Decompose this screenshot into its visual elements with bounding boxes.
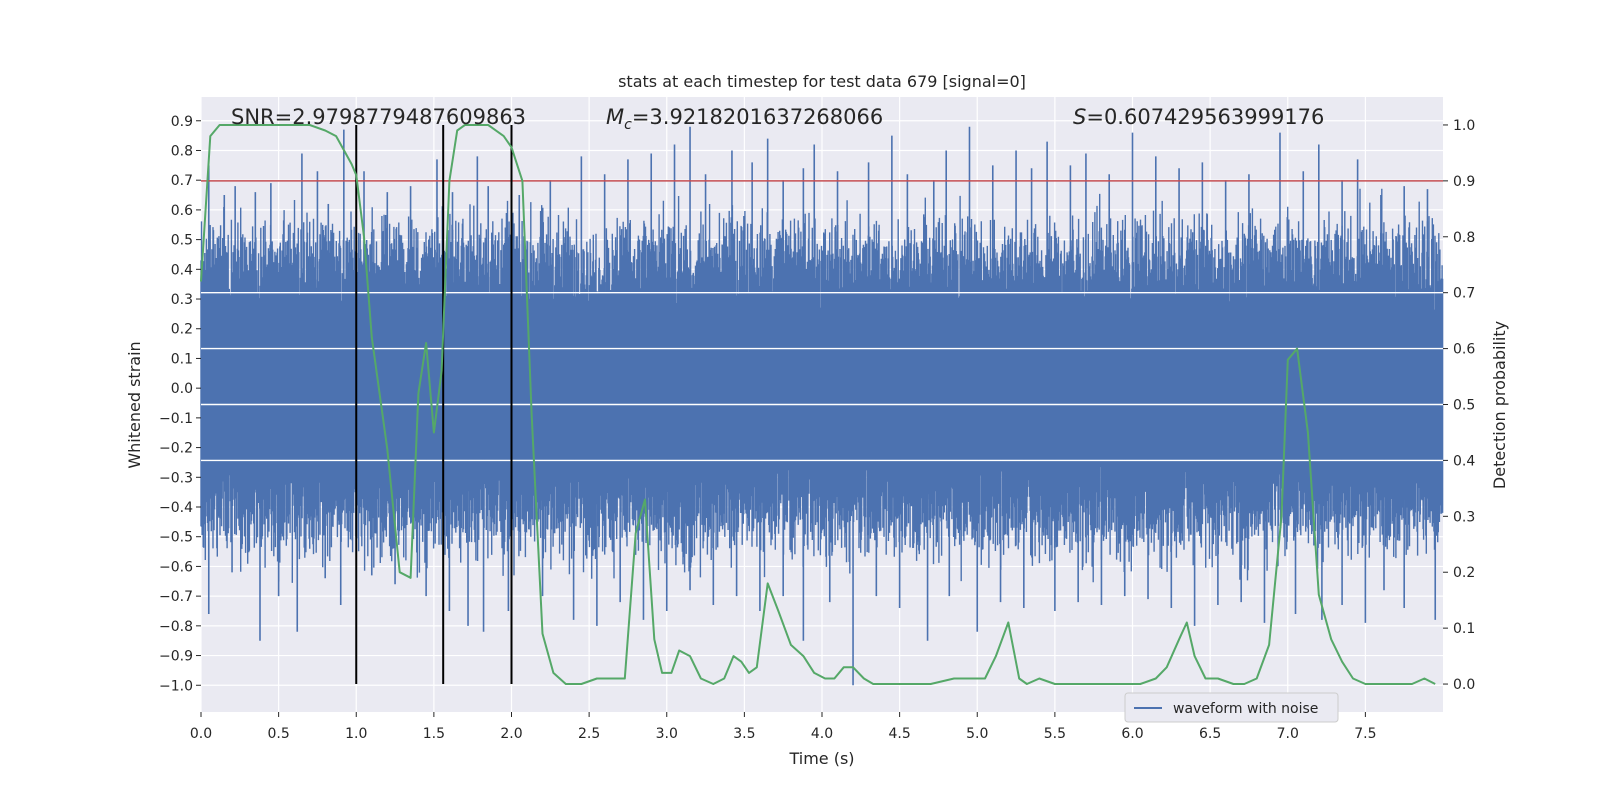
- y-right-tick-label: 0.4: [1453, 453, 1475, 469]
- snr-stat: SNR=2.9798779487609863: [231, 105, 526, 129]
- x-tick-label: 0.5: [267, 726, 289, 742]
- x-tick-label: 7.0: [1277, 726, 1299, 742]
- axis-ticks: 0.0 0.5 1.0 1.5 2.0 2.5 3.0 3.5 4.0 4.5 5.0 5.5 6.0 6…: [159, 114, 1475, 742]
- s-prefix: S: [1073, 105, 1086, 129]
- y-right-tick-label: 0.5: [1453, 398, 1475, 414]
- right-axis-grid: [201, 291, 1443, 462]
- x-tick-label: 1.0: [345, 726, 367, 742]
- y-left-tick-label: 0.0: [171, 381, 193, 397]
- y-left-tick-label: −0.7: [159, 589, 193, 605]
- y-left-tick-label: 0.5: [171, 233, 193, 249]
- y-right-tick-label: 0.7: [1453, 286, 1475, 302]
- y-left-tick-label: 0.3: [171, 292, 193, 308]
- probability-series-line: [200, 124, 1436, 685]
- chart-title: stats at each timestep for test data 679…: [618, 72, 1026, 91]
- y-axis-label-left: Whitened strain: [125, 341, 144, 468]
- y-left-tick-label: −0.1: [159, 411, 193, 427]
- mc-sub: c: [624, 117, 632, 133]
- y-right-tick-label: 0.1: [1453, 621, 1475, 637]
- x-tick-label: 4.0: [811, 726, 833, 742]
- s-value: =0.607429563999176: [1086, 105, 1324, 129]
- y-right-tick-label: 0.9: [1453, 174, 1475, 190]
- y-right-tick-label: 0.0: [1453, 677, 1475, 693]
- y-left-tick-label: −0.5: [159, 530, 193, 546]
- y-right-tick-label: 1.0: [1453, 118, 1475, 134]
- vertical-markers: [355, 124, 513, 685]
- x-tick-label: 7.5: [1354, 726, 1376, 742]
- x-tick-label: 6.0: [1121, 726, 1143, 742]
- x-tick-label: 6.5: [1199, 726, 1221, 742]
- y-left-tick-label: −0.8: [159, 619, 193, 635]
- y-left-tick-label: 0.7: [171, 173, 193, 189]
- y-left-tick-label: 0.6: [171, 203, 193, 219]
- x-tick-label: 5.0: [966, 726, 988, 742]
- waveform-noise-band: [200, 188, 1444, 583]
- y-left-tick-label: 0.4: [171, 262, 193, 278]
- y-left-tick-label: −0.6: [159, 559, 193, 575]
- x-tick-label: 4.5: [888, 726, 910, 742]
- y-left-tick-label: 0.1: [171, 351, 193, 367]
- y-left-tick-label: 0.2: [171, 322, 193, 338]
- legend-label: waveform with noise: [1173, 701, 1318, 717]
- y-left-tick-label: −0.2: [159, 441, 193, 457]
- y-left-tick-label: −1.0: [159, 678, 193, 694]
- y-left-tick-label: 0.8: [171, 143, 193, 159]
- legend-box: [1124, 692, 1339, 723]
- y-left-tick-label: 0.9: [171, 114, 193, 130]
- y-right-tick-label: 0.3: [1453, 509, 1475, 525]
- y-left-tick-label: −0.4: [159, 500, 193, 516]
- y-left-tick-label: −0.3: [159, 470, 193, 486]
- y-right-tick-label: 0.2: [1453, 565, 1475, 581]
- x-tick-label: 1.5: [423, 726, 445, 742]
- y-right-tick-label: 0.8: [1453, 230, 1475, 246]
- legend: waveform with noise: [1124, 692, 1339, 723]
- y-axis-label-right: Detection probability: [1490, 321, 1509, 489]
- mc-prefix: M: [606, 105, 624, 129]
- x-axis-label: Time (s): [788, 749, 854, 768]
- x-tick-label: 5.5: [1044, 726, 1066, 742]
- x-tick-label: 0.0: [190, 726, 212, 742]
- waveform-series: [200, 126, 1444, 686]
- x-tick-label: 2.0: [500, 726, 522, 742]
- y-right-tick-label: 0.6: [1453, 342, 1475, 358]
- mc-stat: Mc=3.9218201637268066: [606, 105, 883, 133]
- mc-value: =3.9218201637268066: [632, 105, 883, 129]
- x-tick-label: 2.5: [578, 726, 600, 742]
- y-left-tick-label: −0.9: [159, 649, 193, 665]
- x-tick-label: 3.0: [656, 726, 678, 742]
- x-tick-label: 3.5: [733, 726, 755, 742]
- s-stat: S=0.607429563999176: [1073, 105, 1324, 129]
